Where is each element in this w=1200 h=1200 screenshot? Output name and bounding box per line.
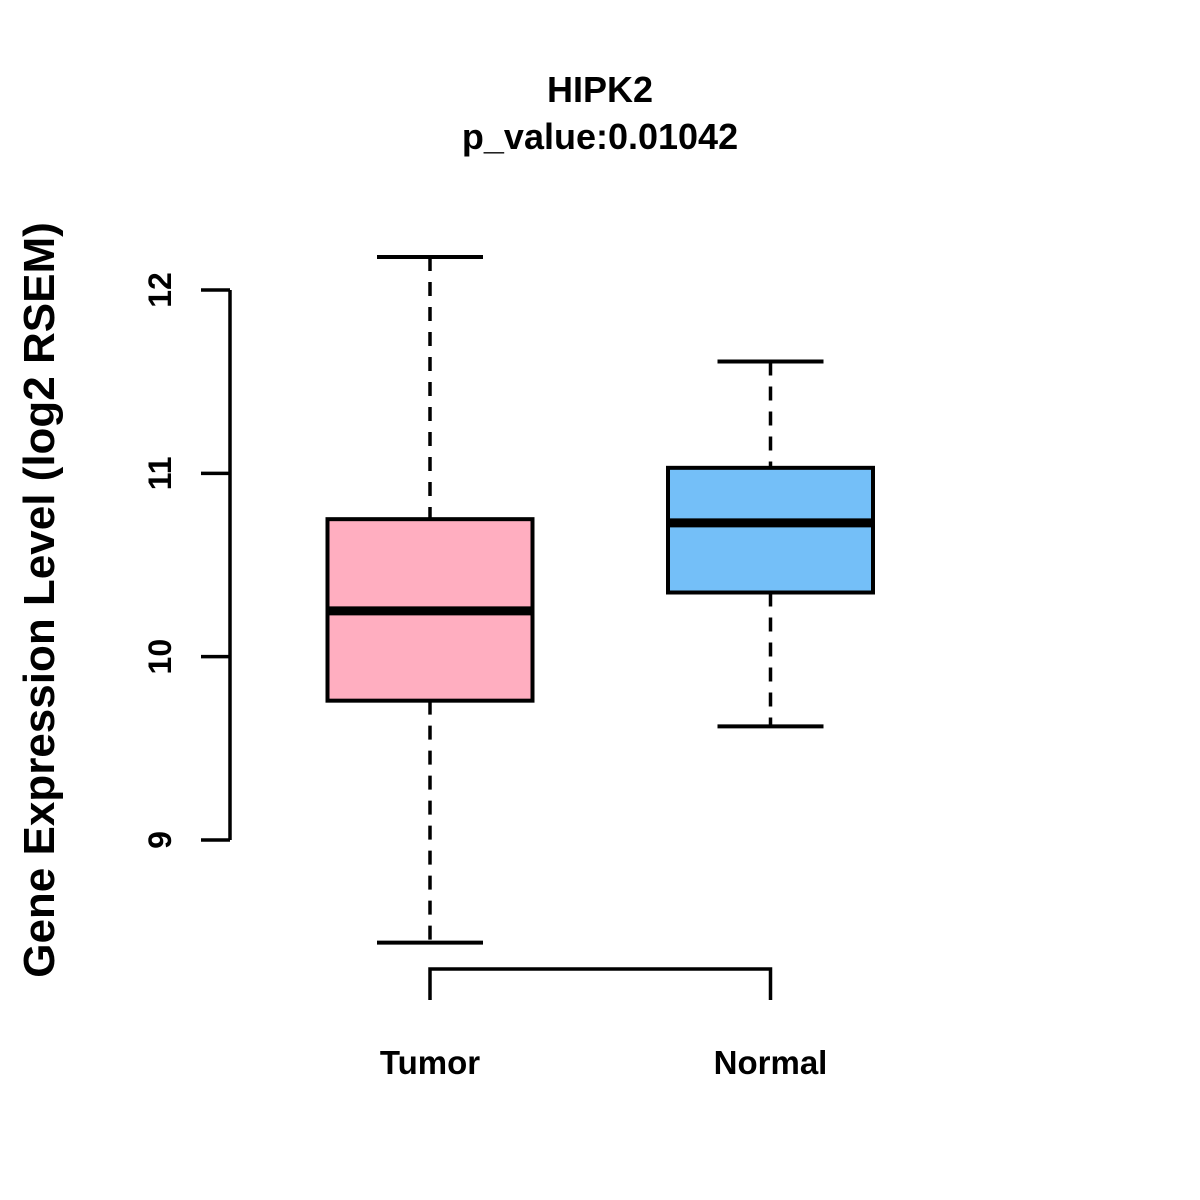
box-group-tumor: [325, 255, 535, 945]
chart-subtitle: p_value:0.01042: [461, 116, 739, 157]
y-tick-label: 11: [142, 456, 178, 490]
x-category-label: Tumor: [380, 1044, 480, 1081]
y-tick-label: 9: [142, 831, 178, 849]
box-group-normal: [666, 359, 875, 729]
y-tick-label: 10: [142, 639, 178, 675]
y-tick-label: 12: [142, 272, 178, 308]
chart-title-block: HIPK2 p_value:0.01042: [0, 66, 1200, 160]
chart-title: HIPK2: [546, 69, 654, 110]
iqr-box: [666, 465, 875, 595]
x-axis-bracket: [428, 967, 773, 1000]
x-category-label: Normal: [714, 1044, 828, 1081]
